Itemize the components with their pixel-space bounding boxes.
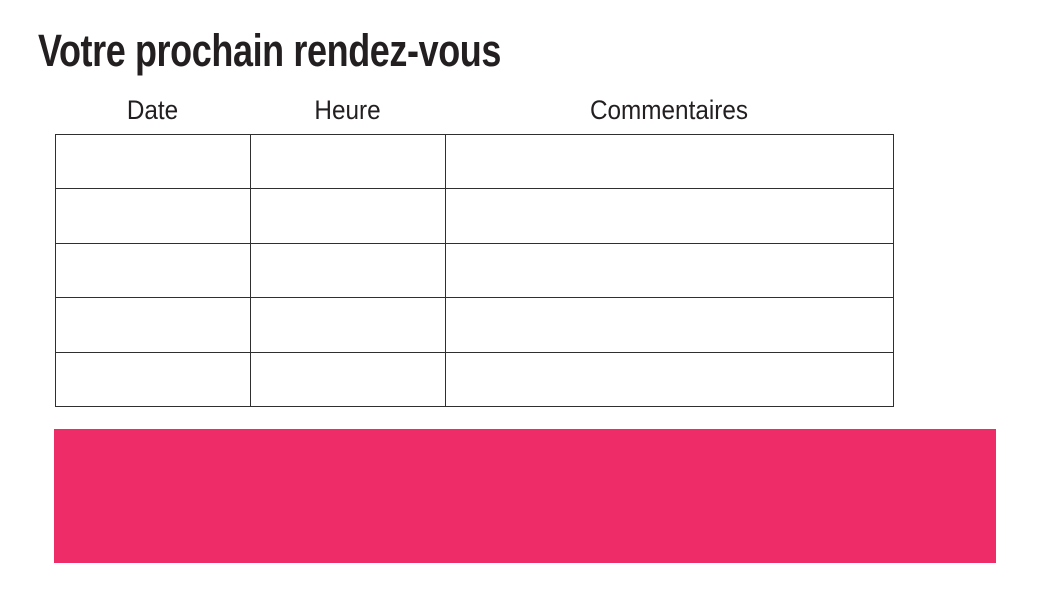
- table-row: [55, 351, 894, 408]
- table-row: [55, 297, 894, 353]
- table-cell: [55, 297, 251, 353]
- column-header-heure: Heure: [314, 95, 381, 125]
- table-cell: [55, 188, 251, 244]
- table-cell: [250, 133, 446, 190]
- table-cell: [55, 133, 251, 190]
- table-row: [55, 133, 894, 190]
- table-row: [55, 242, 894, 299]
- table-cell: [445, 133, 894, 190]
- table-cell: [250, 188, 446, 244]
- table-cell: [55, 351, 251, 408]
- table-cell: [250, 242, 446, 299]
- column-header-commentaires: Commentaires: [589, 95, 749, 125]
- table-cell: [445, 242, 894, 299]
- appointments-table-body: [55, 133, 894, 408]
- table-cell: [445, 351, 894, 408]
- page-title: Votre prochain rendez-vous: [38, 25, 502, 76]
- column-header-date: Date: [126, 95, 179, 125]
- table-cell: [250, 297, 446, 353]
- pink-highlight-band: [54, 429, 996, 563]
- table-row: [55, 188, 894, 244]
- table-cell: [55, 242, 251, 299]
- table-cell: [250, 351, 446, 408]
- table-column-headers: Date Heure Commentaires: [55, 92, 893, 128]
- table-cell: [445, 297, 894, 353]
- table-cell: [445, 188, 894, 244]
- appointments-table: [55, 133, 894, 408]
